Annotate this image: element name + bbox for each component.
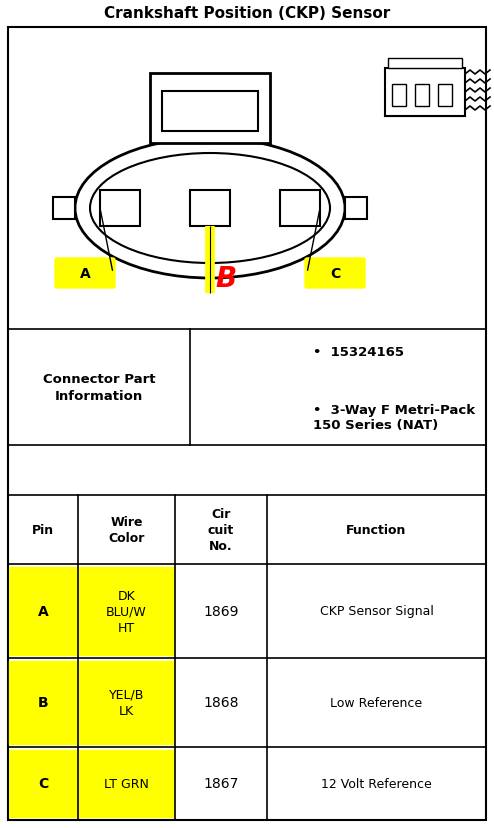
Text: LT GRN: LT GRN: [104, 777, 149, 790]
Ellipse shape: [90, 154, 330, 263]
Bar: [280, 190, 320, 227]
Text: Wire
Color: Wire Color: [108, 515, 145, 544]
Bar: [8, 662, 9, 744]
Text: B: B: [215, 265, 236, 292]
Bar: [100, 190, 140, 227]
Bar: [162, 92, 258, 132]
Text: Connector Part
Information: Connector Part Information: [43, 373, 155, 402]
Text: DK
BLU/W
HT: DK BLU/W HT: [106, 589, 147, 633]
Text: Crankshaft Position (CKP) Sensor: Crankshaft Position (CKP) Sensor: [104, 6, 390, 21]
Bar: [79, 662, 174, 744]
Text: B: B: [38, 696, 48, 710]
Bar: [9, 662, 77, 744]
Text: A: A: [80, 267, 90, 281]
Text: Cir
cuit
No.: Cir cuit No.: [208, 508, 234, 552]
Text: 1867: 1867: [204, 777, 239, 791]
Bar: [53, 198, 75, 219]
Bar: [388, 59, 462, 69]
FancyBboxPatch shape: [55, 258, 115, 289]
Bar: [79, 567, 174, 655]
Text: Function: Function: [346, 523, 407, 537]
Bar: [9, 567, 77, 655]
Bar: [345, 198, 367, 219]
Text: A: A: [38, 604, 48, 619]
Text: 1868: 1868: [203, 696, 239, 710]
Ellipse shape: [75, 139, 345, 279]
Text: CKP Sensor Signal: CKP Sensor Signal: [320, 604, 433, 618]
Text: 12 Volt Reference: 12 Volt Reference: [321, 777, 432, 790]
Bar: [190, 190, 230, 227]
Text: Pin: Pin: [32, 523, 54, 537]
Text: Low Reference: Low Reference: [330, 696, 422, 709]
Bar: [392, 85, 406, 107]
Text: C: C: [38, 777, 48, 791]
Bar: [9, 750, 77, 817]
Text: •  15324165: • 15324165: [313, 345, 404, 358]
Text: YEL/B
LK: YEL/B LK: [109, 688, 144, 717]
Bar: [415, 85, 429, 107]
Text: 1869: 1869: [203, 604, 239, 619]
FancyBboxPatch shape: [305, 258, 365, 289]
Bar: [79, 750, 174, 817]
Bar: [438, 85, 452, 107]
Text: C: C: [330, 267, 340, 281]
Bar: [150, 74, 270, 144]
Bar: [385, 69, 465, 117]
Text: •  3-Way F Metri-Pack
150 Series (NAT): • 3-Way F Metri-Pack 150 Series (NAT): [313, 403, 475, 431]
